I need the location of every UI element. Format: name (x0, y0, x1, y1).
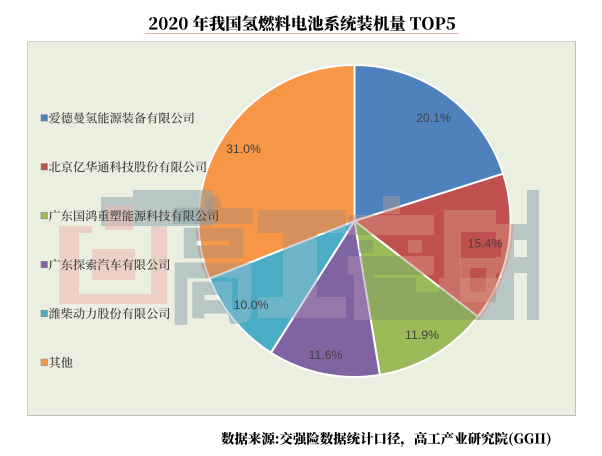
svg-text:20.1%: 20.1% (416, 111, 451, 125)
svg-text:10.0%: 10.0% (234, 298, 269, 312)
svg-text:15.4%: 15.4% (468, 236, 503, 250)
svg-text:31.0%: 31.0% (226, 142, 261, 156)
svg-text:11.9%: 11.9% (405, 328, 439, 342)
svg-text:11.6%: 11.6% (309, 348, 343, 362)
